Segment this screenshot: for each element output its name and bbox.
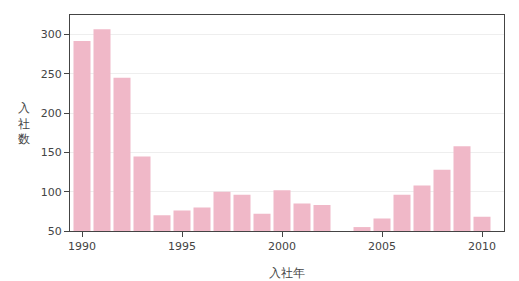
svg-text:100: 100 bbox=[41, 186, 62, 199]
svg-text:1995: 1995 bbox=[168, 240, 196, 253]
svg-text:200: 200 bbox=[41, 107, 62, 120]
svg-text:250: 250 bbox=[41, 68, 62, 81]
svg-text:300: 300 bbox=[41, 28, 62, 41]
svg-text:150: 150 bbox=[41, 146, 62, 159]
svg-text:2000: 2000 bbox=[268, 240, 296, 253]
svg-text:入社数: 入社数 bbox=[18, 101, 30, 146]
svg-text:50: 50 bbox=[48, 225, 62, 238]
svg-text:1990: 1990 bbox=[68, 240, 96, 253]
svg-text:入社年: 入社年 bbox=[269, 266, 305, 280]
svg-text:2005: 2005 bbox=[368, 240, 396, 253]
svg-text:2010: 2010 bbox=[468, 240, 496, 253]
